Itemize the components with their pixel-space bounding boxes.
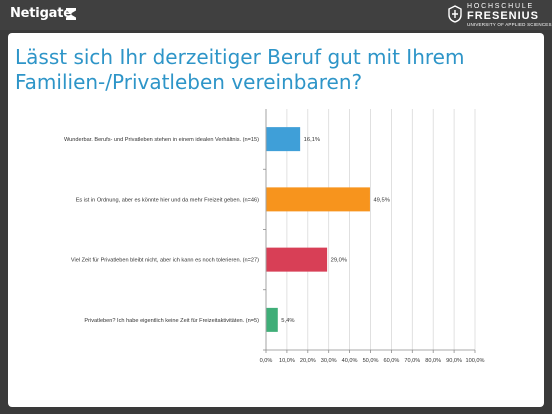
value-label: 49,5% [373, 197, 389, 203]
x-tick-label: 50,0% [363, 358, 379, 364]
slide: Lässt sich Ihr derzeitiger Beruf gut mit… [8, 33, 544, 407]
x-tick-label: 10,0% [279, 358, 295, 364]
value-label: 16,1% [304, 137, 320, 143]
category-label: Wunderbar. Berufs- und Privatleben stehe… [64, 137, 259, 143]
hochschule-fresenius-logo: HOCHSCHULE FRESENIUS UNIVERSITY OF APPLI… [447, 2, 552, 30]
x-tick-label: 70,0% [404, 358, 420, 364]
x-tick-label: 90,0% [446, 358, 462, 364]
top-bar: Netigate HOCHSCHULE FRESENIUS UNIVERSITY… [0, 0, 552, 30]
x-tick-label: 40,0% [342, 358, 358, 364]
category-label: Privatleben? Ich habe eigentlich keine Z… [84, 318, 259, 324]
x-tick-label: 0,0% [260, 358, 273, 364]
x-tick-label: 30,0% [321, 358, 337, 364]
x-tick-label: 20,0% [300, 358, 316, 364]
value-label: 5,4% [281, 318, 294, 324]
netigate-logo: Netigate [10, 6, 72, 21]
category-label: Viel Zeit für Privatleben bleibt nicht, … [71, 258, 259, 264]
x-tick-label: 60,0% [383, 358, 399, 364]
category-label: Es ist in Ordnung, aber es könnte hier u… [76, 197, 259, 203]
brand-line-3: UNIVERSITY OF APPLIED SCIENCES [467, 22, 552, 27]
fresenius-seal-icon [448, 5, 462, 23]
bar [266, 307, 278, 332]
slide-title: Lässt sich Ihr derzeitiger Beruf gut mit… [15, 45, 465, 94]
value-label: 29,0% [331, 258, 347, 264]
netigate-mark-icon [66, 8, 76, 20]
bar-chart: 0,0% 10,0% 20,0% 30,0% 40,0% 50,0% 60,0% 70,0% 8… [64, 109, 485, 364]
brand-line-1: HOCHSCHULE [467, 3, 535, 10]
bar [266, 187, 370, 212]
x-tick-label: 100,0% [466, 358, 485, 364]
bar [266, 127, 301, 152]
bar [266, 247, 328, 272]
x-tick-label: 80,0% [425, 358, 441, 364]
brand-line-2: FRESENIUS [467, 10, 539, 22]
